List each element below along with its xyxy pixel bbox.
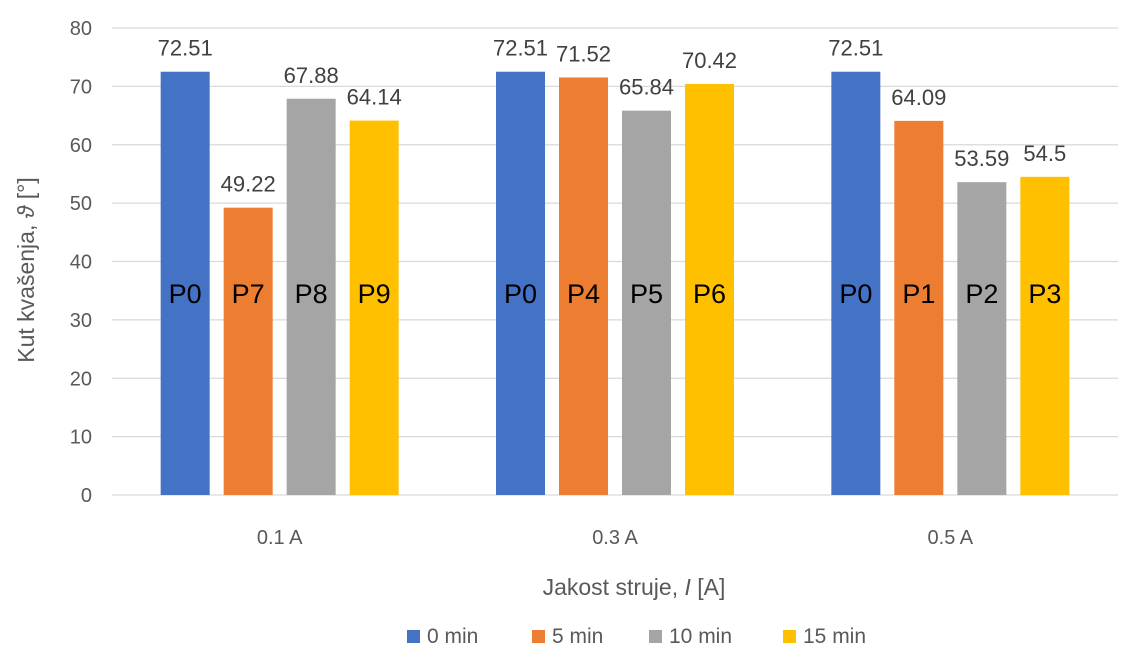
- x-axis-title: Jakost struje, I [A]: [543, 574, 726, 600]
- y-axis-title: Kut kvašenja, ϑ [°]: [13, 177, 39, 363]
- data-labels: 72.51 P0 49.22 P7 67.88 P8 64.14 P9 72.51 P0 71.52…: [158, 36, 1067, 309]
- y-tick-label: 40: [70, 252, 92, 274]
- x-axis-title-symbol: I: [684, 574, 691, 600]
- legend-label: 15 min: [803, 625, 866, 648]
- bar-id-label: P3: [1028, 279, 1061, 309]
- y-tick-label: 70: [70, 76, 92, 98]
- y-axis-title-symbol: ϑ: [13, 204, 39, 218]
- legend-label: 5 min: [552, 625, 603, 648]
- bar-id-label: P6: [693, 279, 726, 309]
- bar: [894, 120, 944, 495]
- data-label: 72.51: [493, 36, 548, 61]
- y-tick-label: 30: [70, 310, 92, 332]
- data-label: 70.42: [682, 48, 737, 73]
- y-axis-title-prefix: Kut kvašenja,: [13, 218, 39, 362]
- data-label: 65.84: [619, 75, 674, 100]
- bar-id-label: P5: [630, 279, 663, 309]
- legend-swatch: [783, 630, 796, 643]
- y-axis-title-suffix: [°]: [13, 177, 39, 205]
- data-label: 72.51: [158, 36, 213, 61]
- x-tick-label: 0.1 A: [257, 527, 303, 549]
- data-label: 49.22: [221, 172, 276, 197]
- y-axis-ticks: 0 10 20 30 40 50 60 70 80: [70, 18, 92, 507]
- bar: [286, 98, 336, 496]
- y-tick-label: 20: [70, 368, 92, 390]
- data-label: 54.5: [1023, 141, 1066, 166]
- bar: [160, 71, 210, 496]
- y-tick-label: 80: [70, 18, 92, 40]
- bar-id-label: P0: [169, 279, 202, 309]
- data-label: 72.51: [828, 36, 883, 61]
- y-tick-label: 0: [81, 485, 92, 507]
- data-label: 71.52: [556, 42, 611, 67]
- data-label: 67.88: [284, 63, 339, 88]
- bar: [223, 207, 273, 495]
- x-axis-title-prefix: Jakost struje,: [543, 574, 685, 600]
- bar: [685, 83, 734, 495]
- legend-swatch: [649, 630, 662, 643]
- bar: [349, 120, 399, 495]
- x-tick-label: 0.3 A: [592, 527, 638, 549]
- y-tick-label: 50: [70, 193, 92, 215]
- y-tick-label: 10: [70, 427, 92, 449]
- legend-swatch: [532, 630, 545, 643]
- bar-id-label: P1: [902, 279, 935, 309]
- bar-id-label: P2: [965, 279, 998, 309]
- bar-id-label: P7: [232, 279, 265, 309]
- x-tick-label: 0.5 A: [928, 527, 974, 549]
- bar: [957, 182, 1007, 495]
- bar: [559, 77, 608, 495]
- bar-id-label: P0: [504, 279, 537, 309]
- legend-label: 0 min: [427, 625, 478, 648]
- data-label: 64.09: [891, 85, 946, 110]
- legend-swatch: [407, 630, 420, 643]
- bar-id-label: P0: [839, 279, 872, 309]
- x-axis-title-suffix: [A]: [691, 574, 726, 600]
- bar: [831, 71, 881, 496]
- bar: [1020, 176, 1070, 495]
- y-tick-label: 60: [70, 135, 92, 157]
- bar-id-label: P4: [567, 279, 600, 309]
- bars: [160, 71, 1070, 496]
- data-label: 64.14: [347, 85, 402, 110]
- bar-id-label: P9: [358, 279, 391, 309]
- bar: [496, 71, 545, 496]
- gridlines: [112, 27, 1118, 496]
- x-axis-ticks: 0.1 A 0.3 A 0.5 A: [257, 527, 974, 549]
- legend-label: 10 min: [669, 625, 732, 648]
- bar: [622, 110, 671, 495]
- legend: 0 min 5 min 10 min 15 min: [407, 625, 866, 648]
- bar-id-label: P8: [295, 279, 328, 309]
- data-label: 53.59: [954, 146, 1009, 171]
